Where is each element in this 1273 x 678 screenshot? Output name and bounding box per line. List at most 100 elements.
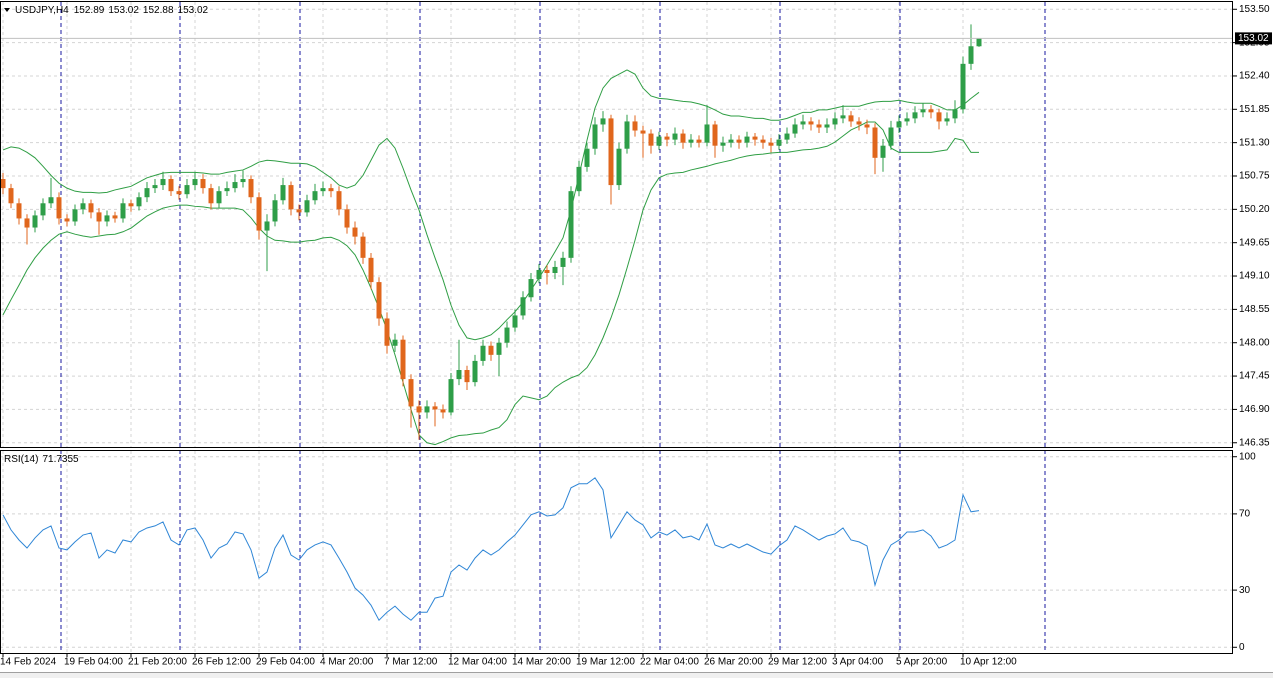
candle-body: [832, 118, 838, 125]
candle-body: [968, 46, 974, 64]
candle-body: [272, 200, 278, 222]
y-tick-label: 146.35: [1239, 437, 1270, 448]
x-tick-label: 14 Mar 20:00: [512, 657, 571, 668]
x-tick-label: 26 Mar 20:00: [704, 657, 763, 668]
y-tick-label: 151.30: [1239, 137, 1270, 148]
candle-body: [752, 136, 758, 140]
rsi-panel-frame: [0, 450, 1233, 654]
x-tick-label: 19 Feb 04:00: [64, 657, 123, 668]
candle-body: [512, 315, 518, 328]
candle-body: [56, 197, 62, 219]
y-tick-label: 149.10: [1239, 271, 1270, 282]
symbol-menu-icon[interactable]: [4, 8, 10, 12]
candle-body: [776, 139, 782, 146]
candle-body: [192, 179, 198, 186]
candle-body: [352, 227, 358, 237]
candle-body: [696, 139, 702, 143]
candle-body: [360, 236, 366, 258]
y-tick-label: 70: [1239, 509, 1251, 520]
candle-body: [864, 124, 870, 128]
candle-body: [912, 112, 918, 119]
candle-body: [584, 148, 590, 167]
candle-body: [952, 109, 958, 119]
label-layer: 153.50152.95152.40151.85151.30150.75150.…: [0, 4, 1272, 668]
candle-body: [856, 121, 862, 125]
candle-body: [320, 188, 326, 192]
candle-body: [208, 188, 214, 204]
candle-body: [712, 124, 718, 146]
candle-body: [128, 203, 134, 207]
candle-body: [464, 370, 470, 383]
candle-body: [504, 327, 510, 343]
y-tick-label: 100: [1239, 451, 1256, 462]
candle-body: [608, 118, 614, 186]
x-tick-label: 14 Feb 2024: [0, 657, 57, 668]
candle-body: [104, 215, 110, 222]
candle-body: [616, 148, 622, 186]
candle-body: [32, 215, 38, 228]
candle-body: [848, 115, 854, 122]
candle-body: [768, 142, 774, 146]
bollinger-lower: [2, 121, 979, 446]
candle-body: [80, 203, 86, 210]
candle-body: [792, 124, 798, 134]
y-tick-label: 150.20: [1239, 204, 1270, 215]
main-panel-frame: [0, 1, 1233, 448]
candle-body: [904, 118, 910, 122]
candle-body: [528, 279, 534, 298]
candle-body: [240, 179, 246, 183]
candle-body: [496, 342, 502, 355]
x-tick-label: 21 Feb 20:00: [128, 657, 187, 668]
candle-body: [368, 257, 374, 283]
candle-body: [976, 38, 982, 47]
tab-bar: [0, 672, 1273, 678]
candle-body: [312, 191, 318, 201]
candle-body: [112, 215, 118, 219]
candle-body: [448, 379, 454, 413]
candle-body: [592, 124, 598, 149]
candle-body: [840, 115, 846, 119]
candle-body: [16, 203, 22, 219]
candle-body: [88, 203, 94, 213]
candle-body: [720, 142, 726, 146]
candle-body: [408, 379, 414, 407]
candle-body: [168, 179, 174, 192]
candle-body: [624, 121, 630, 149]
candle-body: [944, 118, 950, 122]
candle-body: [536, 269, 542, 280]
candle-body: [96, 212, 102, 222]
candle-body: [152, 185, 158, 189]
rsi-value: 71.7355: [42, 454, 79, 465]
candle-body: [760, 139, 766, 143]
candle-body: [392, 339, 398, 346]
candle-body: [928, 109, 934, 113]
candle-body: [216, 191, 222, 204]
candle-body: [480, 345, 486, 361]
candle-body: [896, 121, 902, 128]
candle-body: [416, 406, 422, 413]
candle-body: [872, 127, 878, 158]
y-tick-label: 148.55: [1239, 304, 1270, 315]
x-tick-label: 7 Mar 12:00: [384, 657, 438, 668]
candle-body: [144, 188, 150, 198]
candle-body: [376, 282, 382, 319]
candle-body: [800, 121, 806, 125]
candle-body: [888, 127, 894, 146]
y-tick-label: 147.45: [1239, 371, 1270, 382]
x-tick-label: 26 Feb 12:00: [192, 657, 251, 668]
candle-body: [552, 266, 558, 274]
candle-body: [40, 203, 46, 216]
candle-body: [232, 182, 238, 189]
candle-body: [816, 124, 822, 128]
candle-body: [520, 297, 526, 316]
candle-body: [72, 209, 78, 222]
candle-body: [344, 209, 350, 228]
candle-body: [632, 121, 638, 131]
candle-body: [296, 209, 302, 213]
candle-body: [880, 145, 886, 158]
x-tick-label: 22 Mar 04:00: [640, 657, 699, 668]
current-price-label: 153.02: [1238, 33, 1269, 44]
candle-body: [64, 218, 70, 222]
candle-body: [200, 179, 206, 189]
